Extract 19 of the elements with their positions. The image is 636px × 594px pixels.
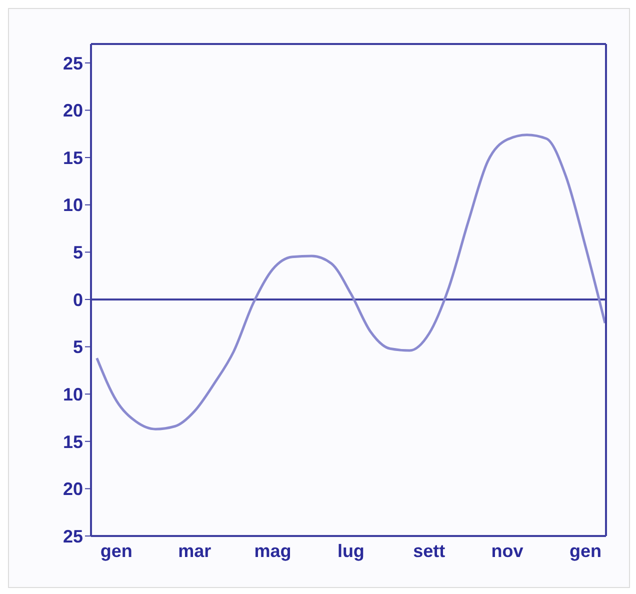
- y-tick-label: 20: [62, 100, 83, 121]
- x-tick-label: nov: [491, 540, 524, 561]
- y-tick-label: 0: [72, 290, 83, 310]
- y-tick-label: 15: [62, 432, 83, 452]
- x-tick-label: mag: [254, 540, 292, 561]
- x-tick-label: gen: [569, 540, 602, 561]
- y-tick-label: 10: [62, 384, 83, 404]
- x-tick-label: gen: [100, 540, 132, 561]
- x-tick-label: mar: [178, 540, 212, 561]
- x-tick-label: lug: [337, 540, 364, 561]
- y-tick-label: 5: [72, 337, 83, 358]
- y-tick-label: 20: [62, 479, 83, 500]
- y-tick-label: 10: [62, 195, 83, 216]
- y-tick-label: 25: [62, 53, 83, 74]
- line-series: [96, 134, 606, 430]
- x-tick-label: sett: [413, 540, 446, 561]
- y-tick-label: 15: [62, 148, 83, 168]
- y-tick-label: 5: [72, 242, 83, 263]
- y-tick-label: 25: [62, 526, 83, 546]
